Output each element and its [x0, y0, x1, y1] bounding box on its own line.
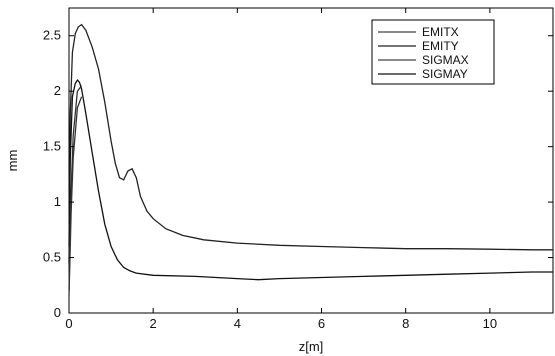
series-layer	[68, 23, 553, 297]
x-tick-label: 4	[234, 316, 241, 331]
x-tick-label: 6	[318, 316, 325, 331]
series-line-sigmax	[68, 23, 553, 251]
legend: EMITX EMITY SIGMAX SIGMAY	[371, 19, 495, 85]
y-tick-label: 1	[54, 194, 61, 209]
x-tick-label: 0	[65, 316, 72, 331]
x-tick-label: 8	[402, 316, 409, 331]
y-axis-label: mm	[5, 150, 20, 172]
legend-entry-sigmax: SIGMAX	[422, 53, 469, 67]
x-tick-label: 10	[483, 316, 497, 331]
legend-entry-emity: EMITY	[422, 39, 459, 53]
series-line-emity	[68, 96, 83, 297]
tick-layer: 0 2 4 6 8 10 0 0.5 1 1.5 2 2.5	[43, 8, 553, 331]
x-tick-label: 2	[150, 316, 157, 331]
y-tick-label: 0.5	[43, 250, 61, 265]
legend-box	[371, 19, 495, 85]
series-line-sigmay	[68, 79, 553, 281]
y-tick-label: 1.5	[43, 139, 61, 154]
y-tick-label: 2	[54, 83, 61, 98]
y-tick-label: 0	[54, 305, 61, 320]
legend-entry-emitx: EMITX	[422, 25, 459, 39]
y-tick-label: 2.5	[43, 28, 61, 43]
x-axis-label: z[m]	[299, 339, 324, 354]
legend-entry-sigmay: SIGMAY	[422, 67, 468, 81]
